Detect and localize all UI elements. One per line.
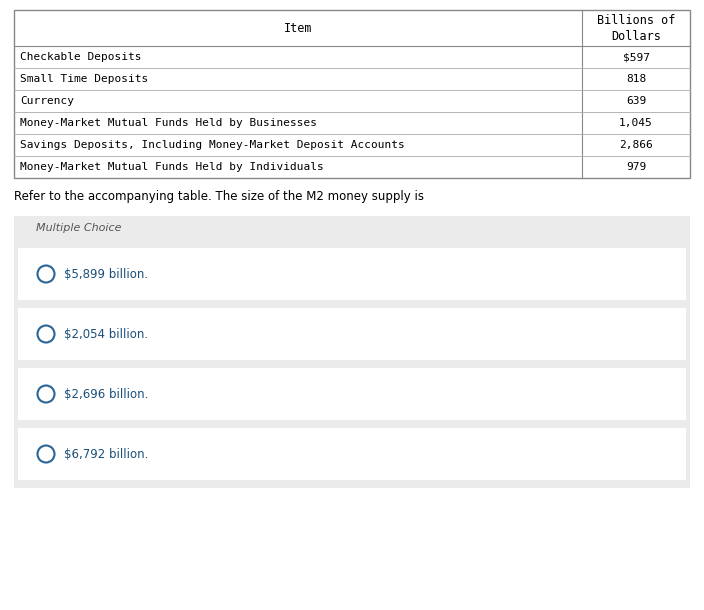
Text: Item: Item — [284, 21, 313, 35]
Text: 639: 639 — [626, 96, 646, 106]
Bar — [14, 10, 690, 178]
Text: $2,696 billion.: $2,696 billion. — [64, 387, 149, 401]
Bar — [18, 248, 686, 300]
Text: Money-Market Mutual Funds Held by Businesses: Money-Market Mutual Funds Held by Busine… — [20, 118, 317, 128]
Text: $2,054 billion.: $2,054 billion. — [64, 328, 148, 340]
Text: $597: $597 — [622, 52, 650, 62]
Text: $5,899 billion.: $5,899 billion. — [64, 268, 148, 281]
Text: Refer to the accompanying table. The size of the M2 money supply is: Refer to the accompanying table. The siz… — [14, 190, 424, 203]
Text: 818: 818 — [626, 74, 646, 84]
Text: Multiple Choice: Multiple Choice — [36, 223, 122, 233]
Text: Currency: Currency — [20, 96, 74, 106]
Bar — [14, 216, 690, 488]
Bar — [18, 368, 686, 420]
Text: 979: 979 — [626, 162, 646, 172]
Bar — [18, 308, 686, 360]
Text: Billions of
Dollars: Billions of Dollars — [597, 13, 675, 43]
Text: Small Time Deposits: Small Time Deposits — [20, 74, 149, 84]
Text: 2,866: 2,866 — [619, 140, 653, 150]
Text: Checkable Deposits: Checkable Deposits — [20, 52, 142, 62]
Text: 1,045: 1,045 — [619, 118, 653, 128]
Text: Savings Deposits, Including Money-Market Deposit Accounts: Savings Deposits, Including Money-Market… — [20, 140, 405, 150]
Bar — [18, 428, 686, 480]
Text: Money-Market Mutual Funds Held by Individuals: Money-Market Mutual Funds Held by Indivi… — [20, 162, 324, 172]
Text: $6,792 billion.: $6,792 billion. — [64, 448, 149, 461]
